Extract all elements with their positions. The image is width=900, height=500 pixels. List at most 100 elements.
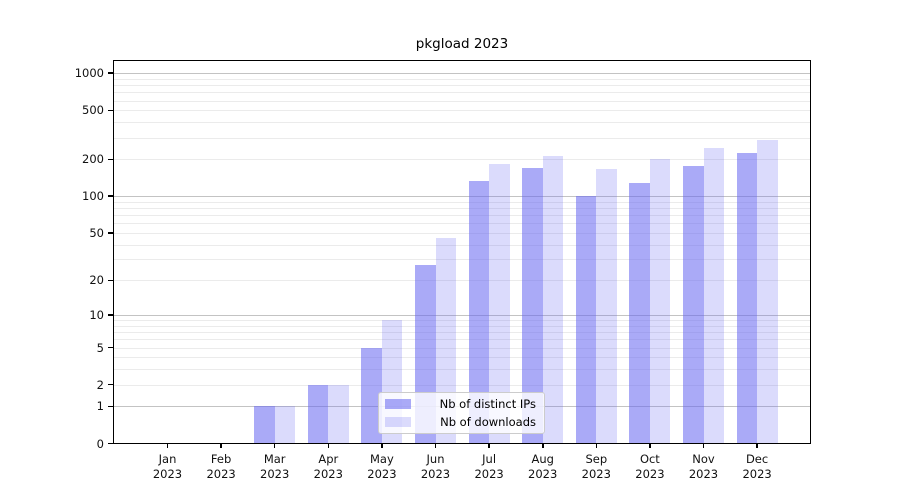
x-tick-label-mar: Mar 2023 (260, 451, 290, 481)
gridline-minor (113, 347, 811, 349)
gridline-minor (113, 232, 811, 234)
y-tick-1000 (107, 72, 113, 74)
x-tick-label-sep: Sep 2023 (581, 451, 611, 481)
y-tick-label-100: 100 (82, 189, 104, 204)
gridline-minor (113, 100, 811, 102)
gridline-minor (113, 332, 811, 333)
y-tick-label-5: 5 (96, 340, 104, 355)
y-tick-label-1: 1 (96, 399, 104, 414)
x-tick-oct (649, 443, 651, 448)
legend-label-distinct-ips: Nb of distinct IPs (439, 397, 536, 411)
x-tick-label-oct: Oct 2023 (635, 451, 665, 481)
bar-distinct-ips-oct (629, 183, 650, 444)
gridline-major (113, 315, 811, 316)
y-tick-100 (107, 195, 113, 197)
gridline-minor (113, 110, 811, 112)
x-tick-label-aug: Aug 2023 (528, 451, 558, 481)
bar-downloads-oct (649, 159, 671, 444)
legend-row-downloads: Nb of downloads (385, 415, 536, 429)
gridline-minor (113, 339, 811, 341)
x-tick-feb (220, 443, 222, 448)
bar-distinct-ips-dec (736, 153, 758, 444)
legend-label-downloads: Nb of downloads (440, 415, 536, 429)
x-tick-jan (166, 443, 169, 448)
legend-row-distinct-ips: Nb of distinct IPs (385, 397, 536, 411)
y-tick-200 (107, 158, 113, 160)
x-tick-label-nov: Nov 2023 (688, 451, 719, 481)
gridline-major (113, 196, 811, 198)
bar-distinct-ips-apr (307, 384, 329, 444)
gridline-minor (113, 325, 811, 327)
x-tick-mar (273, 443, 276, 448)
gridline-minor (113, 320, 811, 322)
bar-distinct-ips-sep (575, 196, 597, 444)
y-tick-2 (107, 383, 113, 386)
y-tick-500 (107, 109, 113, 111)
x-tick-nov (702, 443, 705, 448)
legend-swatch-distinct-ips (385, 399, 411, 409)
gridline-minor (113, 92, 811, 94)
chart-title: pkgload 2023 (415, 36, 509, 52)
x-tick-label-jul: Jul 2023 (474, 451, 504, 481)
x-tick-label-jan: Jan 2023 (152, 451, 183, 481)
gridline-minor (113, 137, 811, 139)
y-tick-label-10: 10 (89, 308, 104, 322)
y-tick-5 (107, 346, 113, 349)
x-tick-label-may: May 2023 (367, 451, 397, 481)
bar-downloads-apr (328, 384, 349, 444)
x-tick-jun (434, 443, 437, 448)
plot-area (113, 59, 811, 444)
x-tick-dec (756, 443, 758, 448)
y-tick-10 (107, 314, 113, 316)
gridline-minor (113, 208, 811, 209)
x-tick-aug (542, 443, 544, 448)
bar-distinct-ips-jul (468, 181, 490, 444)
x-tick-label-jun: Jun 2023 (420, 451, 451, 481)
x-tick-label-feb: Feb 2023 (206, 451, 236, 481)
legend: Nb of distinct IPs Nb of downloads (378, 392, 545, 434)
gridline-minor (113, 159, 811, 161)
legend-swatch-downloads (385, 417, 411, 427)
gridline-minor (113, 384, 811, 386)
gridline-minor (113, 244, 811, 246)
y-tick-label-2: 2 (96, 377, 104, 392)
bar-downloads-jul (489, 164, 510, 444)
y-tick-1 (107, 405, 113, 408)
bar-distinct-ips-aug (522, 167, 543, 444)
gridline-minor (113, 78, 811, 80)
y-tick-label-500: 500 (82, 103, 104, 118)
gridline-minor (113, 85, 811, 87)
gridline-minor (113, 223, 811, 225)
bar-distinct-ips-mar (254, 406, 275, 444)
bar-downloads-nov (703, 148, 724, 444)
gridline-minor (113, 259, 811, 261)
x-tick-apr (327, 443, 330, 448)
bar-downloads-dec (757, 140, 778, 444)
x-tick-label-dec: Dec 2023 (742, 451, 772, 481)
y-tick-label-0: 0 (96, 436, 104, 451)
y-tick-0 (107, 442, 113, 445)
y-tick-label-50: 50 (89, 225, 104, 240)
x-tick-jul (488, 443, 490, 448)
y-tick-label-200: 200 (82, 152, 104, 167)
x-tick-sep (595, 443, 597, 448)
bar-downloads-sep (596, 168, 617, 444)
gridline-minor (113, 122, 811, 124)
x-tick-label-apr: Apr 2023 (313, 451, 343, 481)
gridline-minor (113, 357, 811, 359)
bar-downloads-aug (542, 155, 564, 444)
gridline-minor (113, 280, 811, 282)
gridline-minor (113, 215, 811, 216)
bar-distinct-ips-may (361, 347, 382, 444)
y-tick-label-20: 20 (89, 273, 104, 288)
gridline-minor (113, 369, 811, 371)
gridline-minor (113, 201, 811, 203)
y-tick-50 (107, 232, 113, 234)
bar-downloads-mar (274, 406, 296, 444)
x-tick-may (381, 443, 383, 448)
gridline-major (113, 73, 811, 75)
y-tick-20 (107, 279, 113, 282)
y-tick-label-1000: 1000 (74, 66, 104, 81)
bar-distinct-ips-nov (683, 166, 704, 444)
